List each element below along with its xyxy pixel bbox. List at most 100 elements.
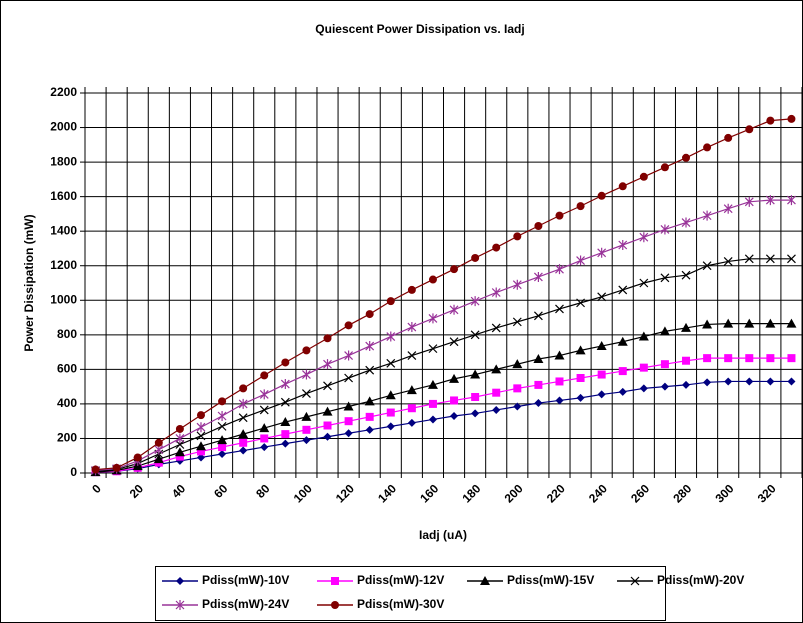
legend-marker <box>331 601 339 609</box>
marker <box>682 356 691 365</box>
marker <box>555 304 564 314</box>
marker <box>238 413 248 423</box>
marker <box>660 224 670 235</box>
marker <box>512 279 522 290</box>
y-tick-label: 800 <box>57 327 77 341</box>
marker <box>745 354 754 363</box>
legend-label: Pdiss(mW)-15V <box>507 573 594 587</box>
y-tick-label: 2000 <box>50 120 77 134</box>
marker <box>491 323 501 333</box>
marker <box>682 380 691 389</box>
marker <box>512 359 523 369</box>
marker <box>534 399 543 408</box>
marker <box>280 417 291 427</box>
marker <box>576 202 585 211</box>
marker <box>302 346 311 355</box>
legend-box <box>155 566 666 621</box>
marker <box>344 321 353 330</box>
marker <box>323 432 332 441</box>
marker <box>639 232 649 243</box>
marker <box>133 453 142 462</box>
marker <box>218 443 227 452</box>
marker <box>407 322 417 333</box>
marker <box>365 341 375 352</box>
marker <box>302 436 311 445</box>
marker <box>175 452 184 461</box>
marker <box>639 384 648 393</box>
marker <box>428 415 437 424</box>
marker <box>660 163 669 172</box>
marker <box>174 447 185 457</box>
marker <box>259 423 270 433</box>
marker <box>639 278 649 288</box>
marker <box>786 318 797 328</box>
marker <box>575 345 586 355</box>
marker <box>470 296 480 307</box>
marker <box>766 354 775 363</box>
y-tick-label: 2200 <box>50 85 77 99</box>
chart-title: Quiescent Power Dissipation vs. Iadj <box>315 22 524 36</box>
marker <box>597 247 607 258</box>
marker <box>260 443 269 452</box>
y-axis-title: Power Dissipation (mW) <box>22 214 36 351</box>
marker <box>618 182 627 191</box>
marker <box>450 412 459 420</box>
marker <box>91 465 100 474</box>
marker <box>555 377 564 386</box>
marker <box>492 243 501 252</box>
y-tick-label: 200 <box>57 431 77 445</box>
marker <box>471 393 480 401</box>
marker <box>386 297 395 306</box>
marker <box>450 265 459 274</box>
marker <box>576 374 585 382</box>
marker <box>344 417 353 426</box>
marker <box>365 425 374 434</box>
marker <box>281 358 290 367</box>
marker <box>280 379 290 390</box>
marker <box>744 254 754 264</box>
marker <box>513 232 522 241</box>
marker <box>196 422 206 433</box>
marker <box>555 211 564 220</box>
marker <box>281 439 290 448</box>
marker <box>576 255 585 266</box>
marker <box>449 373 460 383</box>
marker <box>407 351 417 360</box>
marker <box>365 412 374 421</box>
marker <box>534 222 543 230</box>
legend-label: Pdiss(mW)-10V <box>202 573 289 587</box>
marker <box>365 365 375 375</box>
y-tick-label: 1200 <box>50 258 77 272</box>
series-line <box>95 258 792 472</box>
marker <box>196 447 205 456</box>
series-line <box>95 357 792 473</box>
marker <box>239 438 248 447</box>
marker <box>386 408 395 417</box>
marker <box>386 331 396 342</box>
marker <box>323 359 332 370</box>
marker <box>344 373 354 383</box>
marker <box>238 429 249 439</box>
marker <box>787 254 796 264</box>
marker <box>302 425 311 434</box>
legend-marker <box>331 577 339 585</box>
marker <box>492 388 501 397</box>
marker <box>343 401 354 411</box>
marker <box>765 254 775 264</box>
series-line <box>95 199 792 472</box>
legend-marker <box>480 576 490 585</box>
marker <box>323 421 332 430</box>
marker <box>449 304 459 315</box>
marker <box>660 273 670 283</box>
marker <box>260 434 269 443</box>
marker <box>217 411 227 421</box>
marker <box>491 364 502 374</box>
marker <box>153 454 164 464</box>
marker <box>492 405 501 414</box>
marker <box>787 354 796 363</box>
marker <box>407 404 416 413</box>
marker <box>744 318 755 328</box>
marker <box>723 318 734 328</box>
marker <box>428 313 438 324</box>
marker <box>196 431 206 441</box>
